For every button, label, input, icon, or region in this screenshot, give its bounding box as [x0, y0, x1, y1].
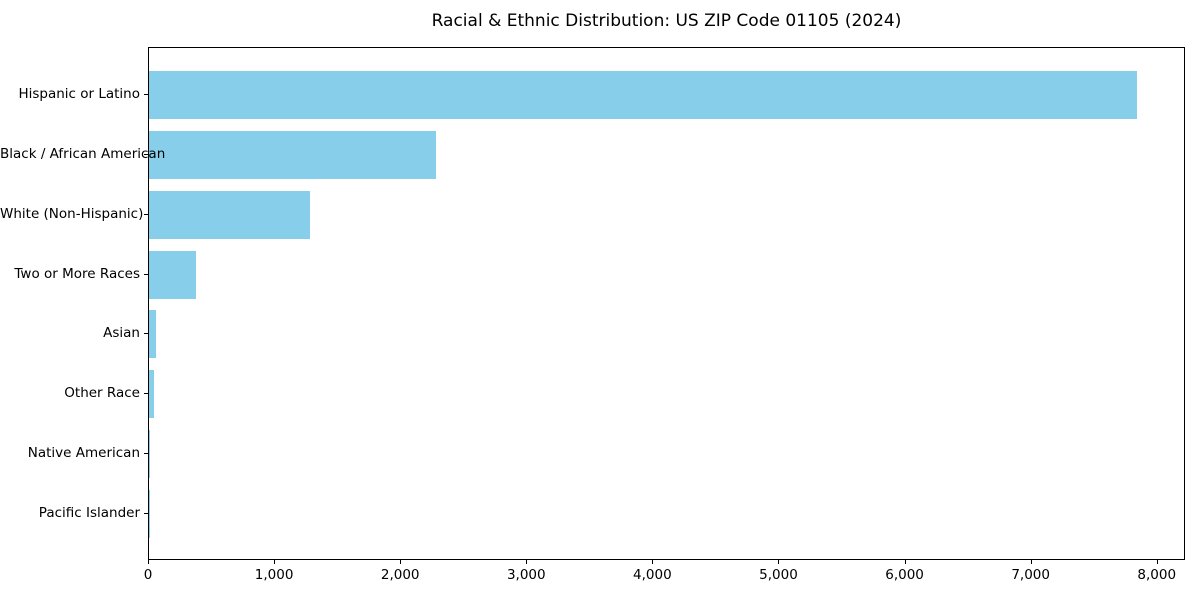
bar-other-race: [149, 370, 155, 419]
x-tick-label-2000: 2,000: [380, 567, 420, 583]
x-tick-label-4000: 4,000: [633, 567, 672, 583]
x-tick-mark: [274, 560, 276, 564]
bar-two-or-more-races: [149, 250, 196, 299]
bar-white-non-hispanic: [149, 190, 310, 239]
x-tick-label-3000: 3,000: [506, 567, 546, 583]
y-tick-mark: [144, 154, 148, 156]
x-tick-label-0: 0: [143, 567, 153, 583]
y-tick-mark: [144, 213, 148, 215]
bar-asian: [149, 310, 157, 359]
y-tick-label-pacific-islander: Pacific Islander: [38, 504, 140, 521]
y-tick-label-two-or-more-races: Two or More Races: [14, 265, 140, 282]
y-tick-mark: [144, 512, 148, 514]
x-tick-mark: [904, 560, 906, 564]
y-tick-mark: [144, 273, 148, 275]
x-tick-mark: [778, 560, 780, 564]
x-tick-mark: [400, 560, 402, 564]
x-tick-mark: [1030, 560, 1032, 564]
y-tick-label-hispanic-or-latino: Hispanic or Latino: [18, 86, 140, 103]
chart-title: Racial & Ethnic Distribution: US ZIP Cod…: [431, 11, 902, 31]
x-tick-label-5000: 5,000: [759, 567, 798, 583]
y-tick-label-other-race: Other Race: [64, 385, 140, 402]
y-tick-mark: [144, 333, 148, 335]
x-tick-mark: [652, 560, 654, 564]
y-tick-label-asian: Asian: [103, 325, 140, 342]
plot-area: [148, 47, 1185, 560]
y-tick-mark: [144, 452, 148, 454]
x-tick-label-1000: 1,000: [254, 567, 294, 583]
bar-black-african-american: [149, 131, 437, 179]
x-tick-mark: [148, 560, 149, 564]
x-tick-label-7000: 7,000: [1011, 567, 1050, 583]
y-tick-label-black-african-american: Black / African American: [0, 146, 166, 163]
x-tick-label-6000: 6,000: [885, 567, 924, 583]
y-tick-label-white-non-hispanic: White (Non-Hispanic): [0, 205, 144, 222]
x-tick-mark: [1156, 560, 1158, 564]
y-tick-label-native-american: Native American: [27, 444, 140, 461]
y-tick-mark: [144, 393, 148, 395]
bar-native-american: [149, 430, 150, 478]
bar-hispanic-or-latino: [149, 71, 1137, 120]
y-tick-mark: [144, 94, 148, 96]
x-tick-mark: [526, 560, 528, 564]
x-tick-label-8000: 8,000: [1137, 567, 1177, 583]
